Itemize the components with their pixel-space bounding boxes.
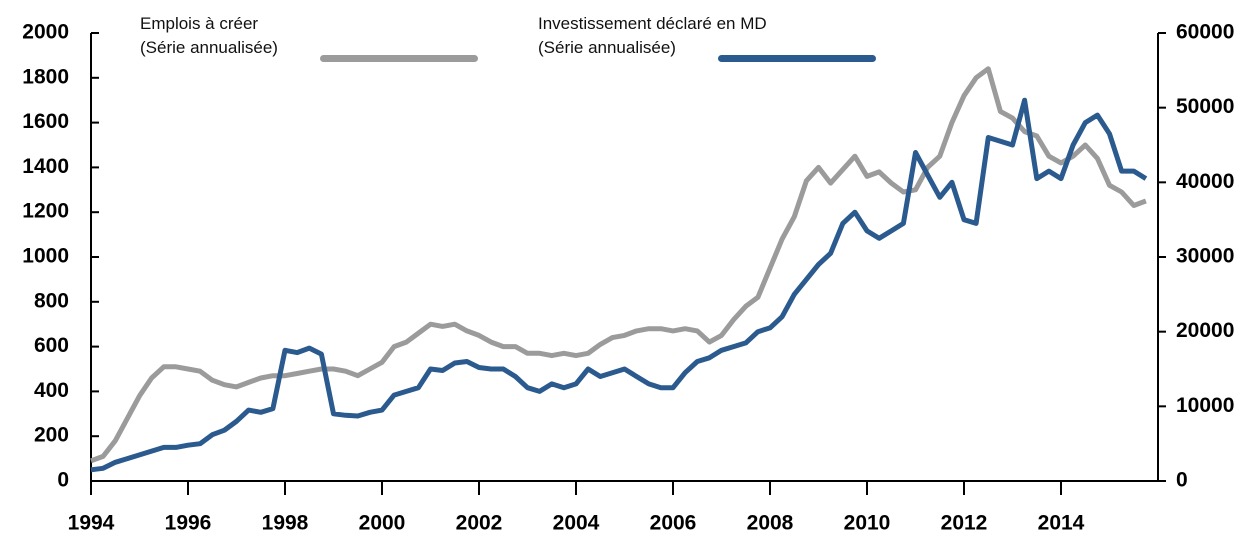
- x-tick-label: 1996: [165, 512, 212, 535]
- y-tick-label: 1000: [22, 245, 69, 268]
- y2-tick-label: 20000: [1176, 319, 1234, 342]
- y-tick-label: 600: [34, 334, 69, 357]
- y2-tick-label: 0: [1176, 469, 1188, 492]
- x-tick-label: 2002: [456, 512, 503, 535]
- y2-tick-label: 50000: [1176, 95, 1234, 118]
- x-tick-label: 2006: [650, 512, 697, 535]
- y-tick-label: 400: [34, 379, 69, 402]
- y-tick-label: 1200: [22, 200, 69, 223]
- x-tick-label: 2012: [941, 512, 988, 535]
- x-tick-label: 2000: [359, 512, 406, 535]
- y-tick-label: 2000: [22, 21, 69, 44]
- x-tick-label: 2004: [553, 512, 600, 535]
- y2-tick-label: 60000: [1176, 21, 1234, 44]
- y2-tick-label: 30000: [1176, 245, 1234, 268]
- y-tick-label: 1600: [22, 110, 69, 133]
- series-line: [90, 66, 1147, 464]
- y-tick-label: 1400: [22, 155, 69, 178]
- legend-swatch: [718, 55, 876, 62]
- x-tick-label: 2014: [1038, 512, 1085, 535]
- x-tick-label: 1994: [68, 512, 115, 535]
- legend-swatch: [320, 55, 478, 62]
- y-tick-label: 1800: [22, 65, 69, 88]
- y2-tick-label: 10000: [1176, 394, 1234, 417]
- y2-tick-label: 40000: [1176, 170, 1234, 193]
- x-tick-label: 2008: [747, 512, 794, 535]
- y-tick-label: 200: [34, 424, 69, 447]
- x-tick-label: 2010: [844, 512, 891, 535]
- x-tick-label: 1998: [262, 512, 309, 535]
- series-line: [90, 97, 1148, 473]
- legend-label: Investissement déclaré en MD (Série annu…: [538, 14, 767, 57]
- y-tick-label: 0: [57, 469, 69, 492]
- legend-label: Emplois à créer (Série annualisée): [140, 14, 278, 57]
- y-tick-label: 800: [34, 289, 69, 312]
